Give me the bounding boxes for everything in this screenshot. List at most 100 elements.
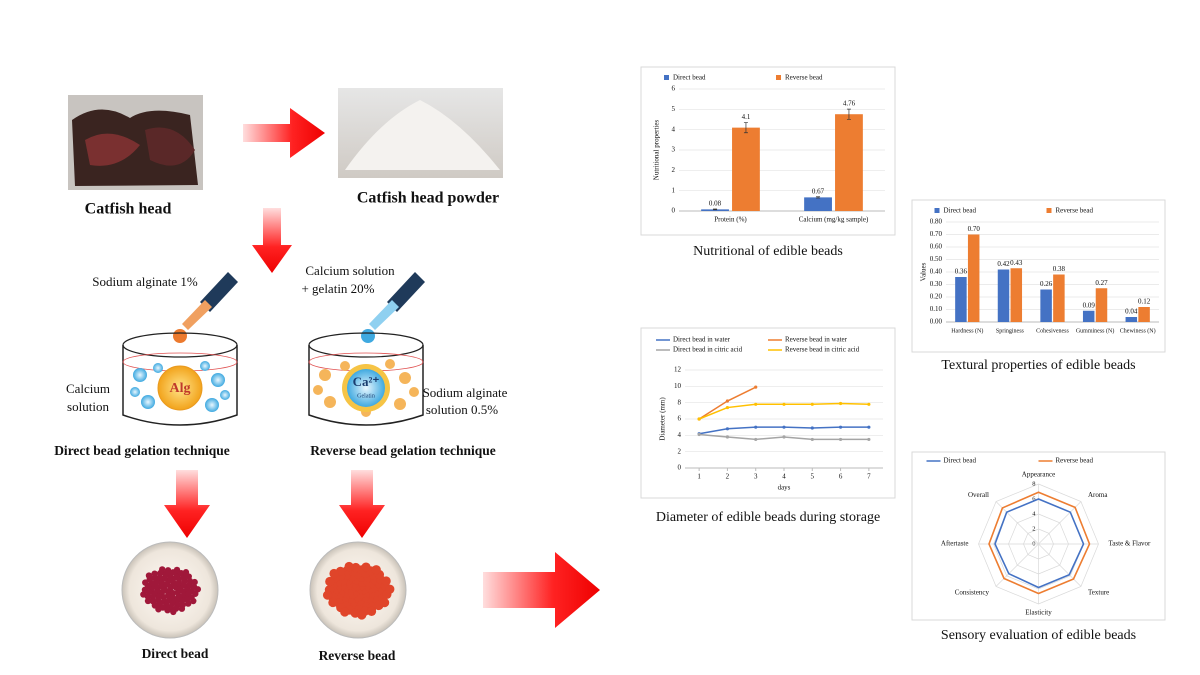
r-tick-label: 2 — [1032, 525, 1035, 532]
axis-label: Appearance — [1022, 471, 1055, 479]
bead — [328, 597, 338, 608]
y-tick-label: 0.80 — [930, 218, 943, 226]
x-tick-label: 7 — [867, 473, 871, 481]
y-tick-label: 0.10 — [930, 305, 943, 313]
legend-swatch — [1046, 208, 1052, 213]
label: Direct bead gelation technique — [54, 443, 230, 458]
y-tick-label: 3 — [672, 146, 676, 154]
point — [754, 402, 758, 406]
x-tick-label: 6 — [839, 473, 843, 481]
error-bar — [713, 208, 718, 211]
label: solution 0.5% — [426, 402, 498, 417]
axis-label: Elasticity — [1025, 609, 1052, 617]
y-tick-label: 4 — [678, 431, 682, 439]
arrow — [252, 208, 292, 273]
label: Direct bead — [142, 646, 209, 661]
point — [782, 402, 786, 406]
beaker: Ca²⁺ Gelatin — [308, 332, 424, 426]
data-label: 0.04 — [1125, 308, 1138, 316]
point — [725, 427, 730, 431]
bead — [170, 608, 177, 616]
x-tick-label: Calcium (mg/kg sample) — [799, 216, 869, 224]
chart-title: Nutritional of edible beads — [693, 244, 843, 259]
bead — [142, 579, 149, 586]
x-axis-label: days — [778, 484, 791, 492]
bead — [144, 597, 152, 605]
x-tick-label: Protein (%) — [714, 216, 747, 224]
chart-title: Diameter of edible beads during storage — [656, 510, 880, 525]
axis-label: Texture — [1088, 588, 1109, 596]
point — [782, 425, 786, 429]
bead — [158, 566, 166, 573]
x-tick-label: 1 — [697, 473, 701, 481]
data-label: 0.38 — [1053, 265, 1066, 273]
axis-label: Consistency — [955, 588, 990, 596]
bar — [1125, 317, 1138, 322]
legend-label: Reverse bead — [1056, 457, 1094, 465]
error-bar — [846, 108, 851, 120]
label: Reverse bead gelation technique — [310, 443, 496, 458]
point — [725, 405, 730, 410]
point — [867, 402, 871, 406]
point — [867, 425, 871, 429]
y-axis-label: Diameter (mm) — [659, 397, 667, 441]
arrow — [243, 108, 325, 158]
powder-photo — [338, 88, 503, 178]
bead — [194, 586, 202, 593]
bead — [190, 597, 197, 605]
bead — [340, 607, 350, 617]
point — [725, 399, 730, 403]
x-tick-label: 5 — [811, 473, 815, 481]
y-tick-label: 4 — [672, 125, 676, 133]
bead — [173, 566, 181, 574]
error-bar — [816, 196, 821, 199]
y-tick-label: 0 — [678, 464, 682, 472]
bead — [357, 610, 367, 620]
arrow — [339, 470, 385, 538]
chart-frame — [640, 327, 896, 499]
label: Sodium alginate 1% — [92, 274, 198, 289]
bar — [1010, 268, 1023, 322]
bar — [967, 234, 980, 322]
bead — [385, 584, 395, 594]
y-axis-label: Nutritional properties — [653, 120, 661, 181]
y-tick-label: 0.70 — [930, 230, 943, 238]
error-bar — [743, 122, 748, 134]
legend-label: Direct bead — [673, 74, 706, 82]
legend-label: Direct bead in water — [673, 336, 731, 344]
y-tick-label: 2 — [672, 166, 676, 174]
bead — [379, 598, 390, 608]
bead — [184, 600, 192, 607]
y-tick-label: 6 — [678, 415, 682, 423]
point — [754, 425, 758, 429]
data-label: 0.36 — [955, 268, 968, 276]
point — [754, 385, 758, 389]
bar — [732, 127, 760, 211]
legend-swatch — [934, 208, 940, 213]
data-label: 0.09 — [1083, 301, 1096, 309]
data-label: 4.1 — [742, 113, 751, 121]
point — [697, 432, 701, 437]
bead — [361, 562, 371, 572]
chart-title: Sensory evaluation of edible beads — [941, 628, 1136, 643]
x-tick-label: Cohesiveness — [1036, 328, 1069, 334]
y-tick-label: 6 — [672, 85, 676, 93]
y-tick-label: 8 — [678, 398, 682, 406]
point — [725, 435, 730, 439]
bead — [322, 590, 333, 600]
label: Reverse bead — [319, 648, 396, 663]
bead — [344, 561, 354, 572]
legend-label: Reverse bead — [1056, 207, 1094, 215]
point — [697, 417, 701, 421]
bar — [701, 209, 729, 211]
bead — [155, 606, 162, 613]
data-label: 0.43 — [1010, 259, 1023, 267]
core-label: Ca²⁺ — [353, 374, 380, 389]
data-label: 0.42 — [997, 260, 1010, 268]
y-tick-label: 0.20 — [930, 293, 943, 301]
legend-swatch — [776, 75, 781, 80]
bead — [164, 607, 171, 614]
data-label: 4.76 — [843, 100, 856, 108]
point — [754, 437, 758, 442]
